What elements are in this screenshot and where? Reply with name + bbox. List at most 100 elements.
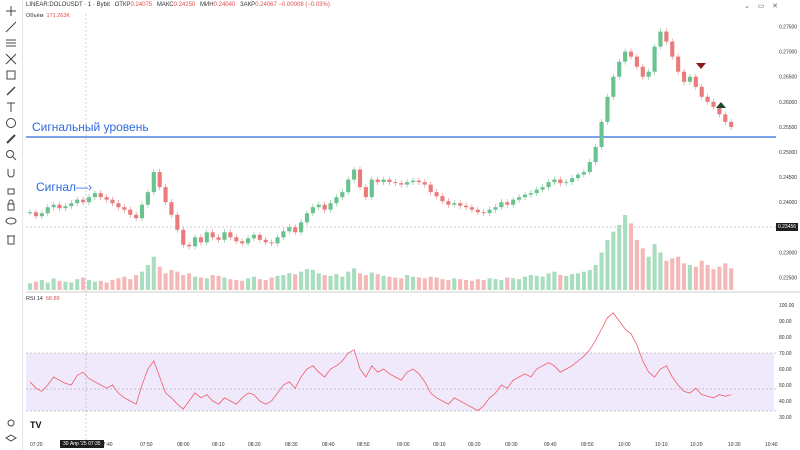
candle — [617, 61, 622, 77]
text-icon[interactable] — [3, 100, 19, 114]
candle — [410, 180, 416, 183]
candle — [493, 207, 498, 210]
time-tick-label: 09:10 — [433, 442, 446, 448]
candle — [558, 179, 563, 184]
candle — [234, 237, 239, 242]
candle — [587, 162, 592, 173]
volume-bar — [263, 280, 268, 290]
candle — [634, 56, 639, 67]
candle — [257, 234, 262, 240]
volume-bar — [110, 280, 115, 290]
emoji-icon[interactable] — [3, 116, 19, 130]
volume-bar — [723, 263, 728, 290]
volume-bar — [664, 260, 669, 290]
horizontal-lines-icon[interactable] — [3, 36, 19, 50]
zoom-in-icon[interactable] — [3, 148, 19, 162]
rsi-tick-label: 80.00 — [779, 335, 792, 341]
candle — [69, 203, 74, 207]
trend-line-icon[interactable] — [3, 20, 19, 34]
price-tick-label: 0.25500 — [779, 125, 797, 131]
candle — [228, 232, 233, 238]
volume-bar — [28, 283, 33, 290]
change-value: −0.00008 (−0.03%) — [278, 2, 330, 8]
volume-bar — [623, 215, 628, 290]
volume-legend: Объём 171.263K — [26, 13, 70, 19]
close-icon[interactable]: ✕ — [772, 3, 778, 10]
rsi-line — [29, 312, 732, 412]
rsi-band — [26, 353, 774, 411]
candle — [452, 203, 457, 205]
time-tick-label: 09:30 — [505, 442, 518, 448]
candle — [293, 227, 298, 233]
rsi-legend: RSI 14 68.89 — [26, 296, 60, 302]
lock-drawings-icon[interactable] — [3, 182, 19, 196]
candle — [51, 204, 56, 208]
volume-bar — [39, 280, 44, 290]
settings-icon[interactable] — [3, 416, 19, 430]
volume-bar — [375, 274, 380, 290]
symbol-title[interactable]: LINEAR:DOLOUSDT · 1 · Bybit — [26, 2, 110, 8]
trash-icon[interactable] — [3, 232, 19, 246]
brush-icon[interactable] — [3, 84, 19, 98]
volume-bar — [422, 278, 427, 290]
volume-bar — [711, 269, 716, 290]
candle — [499, 202, 504, 208]
rsi-tick-label: 70.00 — [779, 351, 792, 357]
volume-bar — [593, 265, 598, 290]
open-value: 0.24075 — [130, 2, 153, 8]
candle — [128, 209, 133, 215]
pitchfork-icon[interactable] — [3, 52, 19, 66]
volume-bar — [145, 265, 150, 290]
time-axis: 07:20 07:40 07:50 08:00 08:10 08:20 08:30 08:40… — [30, 442, 778, 448]
candle — [104, 197, 109, 200]
volume-bar — [340, 276, 345, 290]
candle — [263, 239, 268, 243]
patterns-icon[interactable] — [3, 68, 19, 82]
candle — [28, 212, 33, 214]
volume-label: Объём — [26, 13, 44, 19]
volume-bar — [558, 275, 563, 290]
candle — [652, 46, 657, 72]
volume-value: 171.263K — [46, 13, 71, 19]
candle — [240, 241, 245, 244]
high-value: 0.24250 — [173, 2, 196, 8]
volume-bar — [658, 252, 663, 290]
candle — [434, 192, 439, 197]
candle — [387, 179, 392, 183]
candle — [187, 244, 192, 247]
candle — [157, 172, 162, 188]
rsi-label: RSI 14 — [26, 296, 43, 302]
time-tick-label: 07:20 — [30, 442, 43, 448]
volume-bar — [463, 280, 469, 290]
candle — [570, 178, 575, 183]
tradingview-logo: TV — [30, 420, 42, 430]
ruler-icon[interactable] — [3, 132, 19, 146]
magnet-icon[interactable] — [3, 166, 19, 180]
time-tick-label: 07:50 — [140, 442, 153, 448]
candle — [428, 184, 433, 193]
volume-bar — [481, 280, 486, 290]
volume-bar — [222, 277, 227, 290]
lock-icon[interactable] — [3, 198, 19, 212]
candle — [304, 213, 310, 223]
volume-bar — [416, 277, 421, 290]
candle — [505, 202, 510, 205]
maximize-icon[interactable]: ▭ — [757, 3, 765, 10]
crosshair-icon[interactable] — [3, 4, 19, 18]
volume-bar — [104, 282, 109, 290]
collapse-icon[interactable]: ⌄ — [744, 3, 750, 10]
candle — [381, 179, 386, 183]
volume-bar — [269, 277, 274, 290]
chart-legend: LINEAR:DOLOUSDT · 1 · Bybit ОТКР0.24075 … — [26, 2, 330, 8]
volume-bar — [469, 280, 474, 290]
volume-bar — [599, 252, 604, 290]
layers-icon[interactable] — [3, 432, 19, 446]
candle — [322, 204, 327, 210]
eye-icon[interactable] — [3, 214, 19, 228]
candle — [340, 192, 345, 198]
volume-bar — [63, 281, 68, 290]
volume-bar — [446, 280, 451, 290]
volume-bar — [699, 260, 704, 290]
time-tick-label: 09:00 — [397, 442, 410, 448]
